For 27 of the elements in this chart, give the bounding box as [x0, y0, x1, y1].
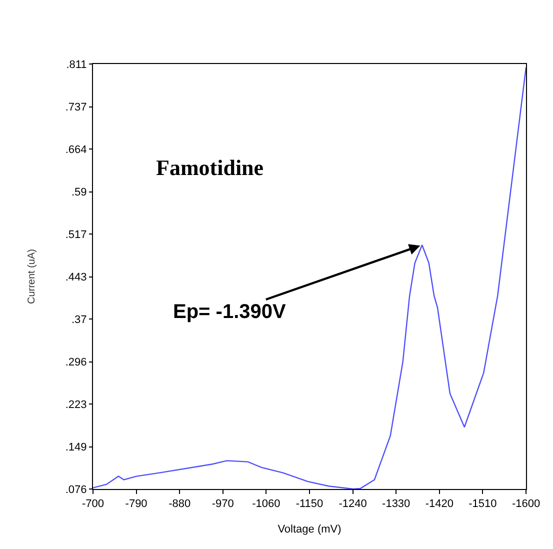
y-tick-label: .59: [72, 186, 87, 199]
annotation: Famotidine: [156, 155, 264, 180]
x-tick-label: -880: [168, 498, 191, 510]
y-tick-label: .664: [65, 144, 87, 156]
x-tick-label: -1060: [252, 498, 280, 510]
y-tick-label: .811: [66, 58, 87, 71]
x-tick-label: -1240: [338, 498, 367, 510]
x-tick-label: -1510: [468, 498, 497, 510]
y-tick-label: .223: [65, 398, 87, 411]
x-tick-label: -1330: [382, 498, 410, 510]
line-series: [93, 66, 526, 489]
y-tick-label: .149: [65, 442, 87, 454]
x-tick-label: -1600: [512, 498, 540, 510]
y-tick-label: .37: [72, 314, 87, 326]
y-tick-label: .517: [65, 228, 87, 241]
x-tick-label: -1420: [425, 498, 454, 510]
y-axis-title: Current (uA): [26, 248, 38, 304]
x-tick-label: -790: [125, 498, 148, 510]
x-tick-label: -970: [212, 498, 234, 510]
y-tick-label: .076: [65, 484, 87, 496]
x-axis-title: Voltage (mV): [278, 523, 342, 536]
y-tick-label: .443: [65, 272, 87, 284]
y-tick-label: .296: [65, 356, 87, 369]
x-tick-label: -700: [82, 498, 104, 510]
annotation: Ep= -1.390V: [173, 301, 286, 323]
y-tick-label: .737: [65, 102, 87, 114]
x-tick-label: -1150: [296, 498, 324, 510]
